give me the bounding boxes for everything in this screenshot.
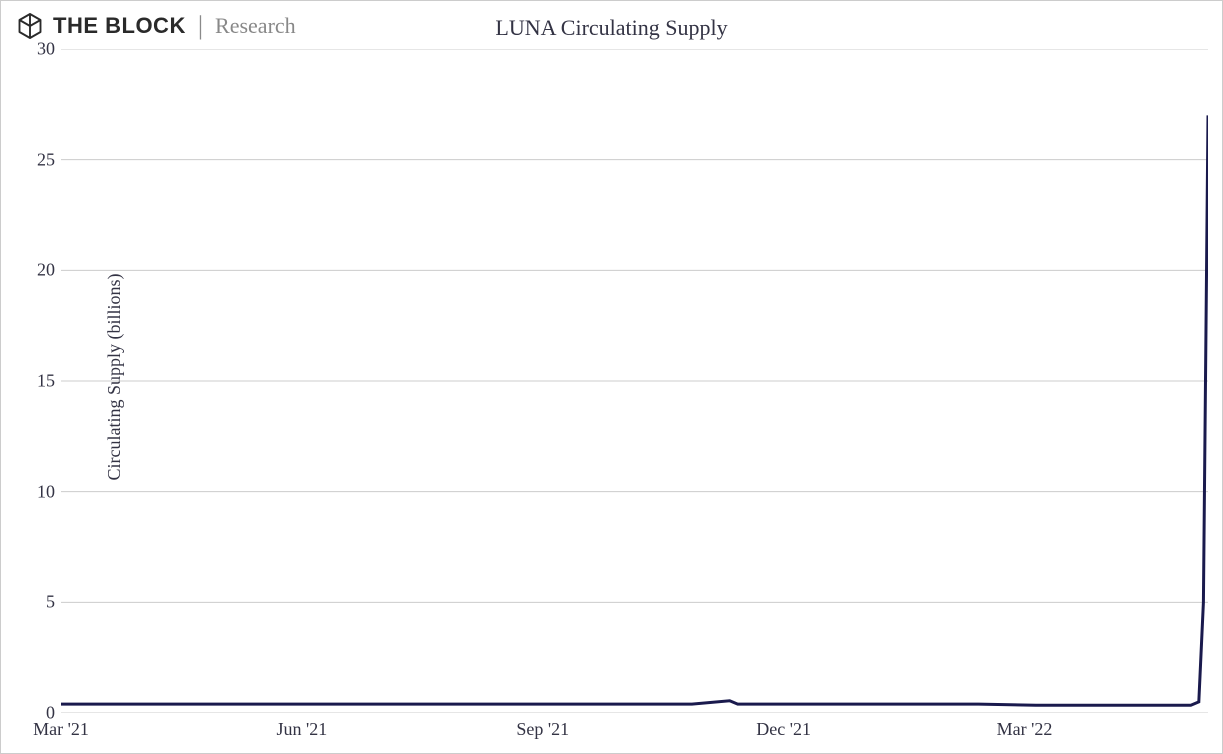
y-tick-label: 30 <box>37 39 55 60</box>
brand-divider: | <box>198 11 203 41</box>
chart-plot-area: 051015202530Mar '21Jun '21Sep '21Dec '21… <box>61 49 1208 713</box>
y-tick-label: 5 <box>46 592 55 613</box>
y-tick-label: 15 <box>37 371 55 392</box>
x-tick-label: Sep '21 <box>516 719 569 740</box>
brand-name: THE BLOCK <box>53 13 186 39</box>
x-tick-label: Jun '21 <box>276 719 327 740</box>
x-tick-label: Mar '21 <box>33 719 89 740</box>
chart-title: LUNA Circulating Supply <box>495 15 727 41</box>
y-tick-label: 10 <box>37 481 55 502</box>
brand-section: Research <box>215 13 296 39</box>
x-tick-label: Dec '21 <box>756 719 811 740</box>
y-tick-label: 25 <box>37 149 55 170</box>
chart-svg <box>61 49 1208 713</box>
x-tick-label: Mar '22 <box>997 719 1053 740</box>
y-tick-label: 20 <box>37 260 55 281</box>
brand-header: THE BLOCK | Research <box>15 11 296 41</box>
block-logo-icon <box>15 11 45 41</box>
